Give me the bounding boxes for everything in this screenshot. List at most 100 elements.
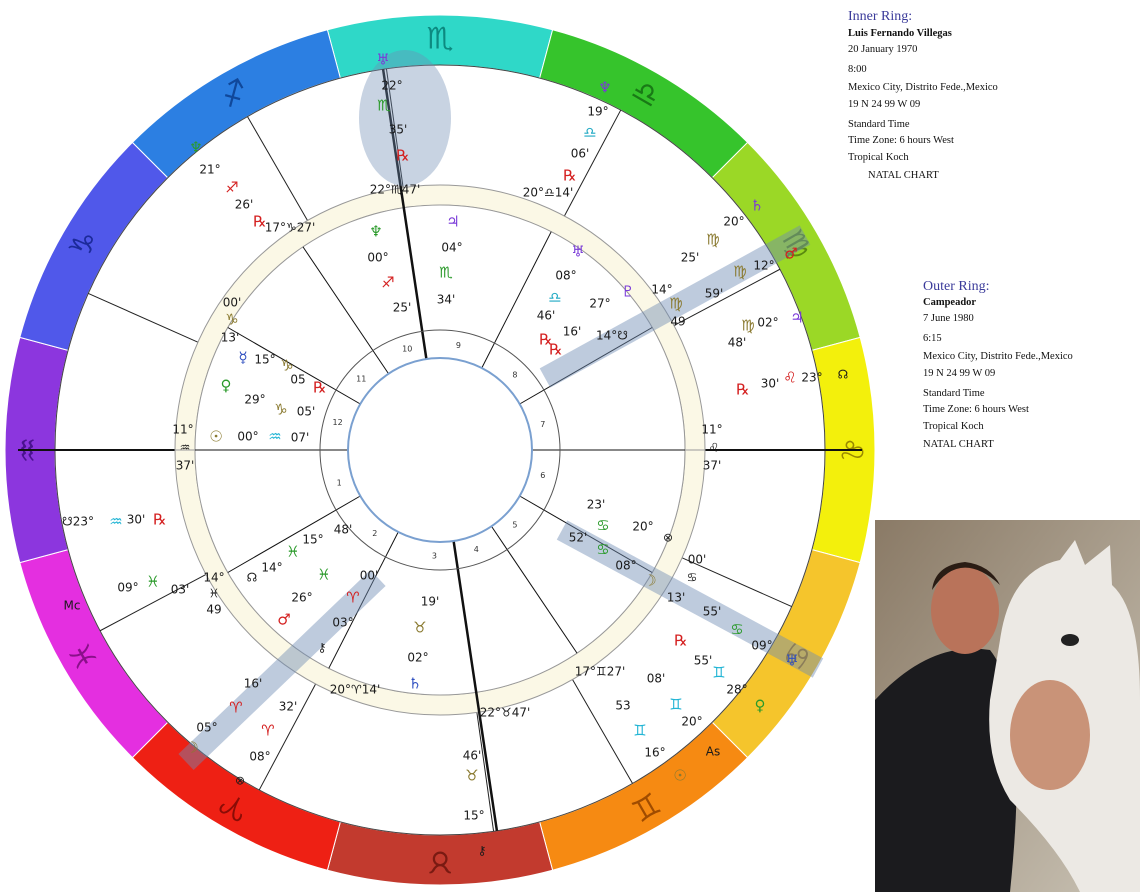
chart-label: 08°	[615, 559, 636, 573]
zodiac-sign: ♉	[427, 844, 454, 879]
info-line: 19 N 24 99 W 09	[848, 99, 920, 110]
inner-ring-info: Inner Ring: Luis Fernando Villegas 20 Ja…	[848, 9, 998, 181]
chart-label: 03°	[332, 616, 353, 630]
chart-label: 15°	[302, 533, 323, 547]
info-line: Tropical Koch	[848, 152, 909, 163]
chart-label: ☉	[673, 767, 686, 785]
chart-label: 03'	[171, 583, 190, 597]
house-number: 4	[474, 545, 479, 554]
outer-ring-info: Outer Ring: Campeador 7 June 1980 6:15 M…	[923, 279, 1073, 450]
chart-type: NATAL CHART	[923, 439, 994, 450]
chart-label: 00'	[223, 296, 242, 310]
chart-label: ♋	[687, 571, 698, 585]
chart-label: ♎	[583, 124, 596, 142]
chart-label: 26°	[291, 591, 312, 605]
chart-label: 46'	[463, 749, 482, 763]
chart-label: Mc	[64, 599, 81, 613]
house-number: 2	[372, 529, 377, 538]
chart-label: 30'	[127, 513, 146, 527]
chart-label: ♉	[465, 767, 478, 785]
chart-label: 07'	[291, 431, 310, 445]
chart-label: ♍	[669, 295, 682, 313]
zodiac-sign: ♏	[427, 22, 454, 57]
chart-label: ℞	[674, 632, 687, 650]
chart-label: 16°	[644, 746, 665, 760]
house-number: 10	[402, 345, 412, 354]
chart-label: 59'	[705, 287, 724, 301]
chart-label: ♏	[377, 97, 391, 115]
chart-label: ♀	[755, 697, 766, 715]
house-number: 1	[337, 478, 342, 487]
chart-label: 25'	[681, 251, 700, 265]
chart-label: 27°	[589, 297, 610, 311]
chart-label: 22°	[381, 79, 402, 93]
info-line: Standard Time	[848, 119, 910, 130]
chart-label: ♐	[381, 274, 394, 292]
chart-label: 00'	[688, 553, 707, 567]
chart-label: ♆	[189, 139, 202, 157]
chart-label: ♓	[209, 587, 220, 601]
chart-label: 04°	[441, 241, 462, 255]
chart-label: 23°	[801, 371, 822, 385]
chart-label: 14°☋	[596, 329, 628, 343]
chart-label: ♒	[180, 441, 191, 455]
chart-label: ℞	[153, 511, 166, 529]
chart-label: ♃	[446, 213, 459, 231]
chart-label: As	[706, 745, 720, 759]
chart-label: ♓	[286, 543, 299, 561]
heading: Inner Ring:	[848, 9, 912, 24]
chart-label: 34'	[437, 293, 456, 307]
heading: Outer Ring:	[923, 279, 990, 294]
chart-label: 37'	[703, 459, 722, 473]
house-number: 8	[512, 371, 517, 380]
chart-label: 20°	[723, 215, 744, 229]
chart-label: ♆	[369, 223, 382, 241]
chart-label: 30'	[761, 377, 780, 391]
info-line: Standard Time	[923, 388, 985, 399]
chart-label: 37'	[176, 459, 195, 473]
photo	[875, 520, 1140, 892]
chart-label: 17°♊27'	[575, 665, 626, 679]
chart-label: 05'	[297, 405, 316, 419]
chart-label: 53	[615, 699, 630, 713]
horse-eye	[1061, 634, 1079, 646]
chart-label: ♈	[346, 589, 359, 607]
chart-label: 15°	[463, 809, 484, 823]
chart-label: ♅	[376, 51, 389, 69]
chart-label: 05°	[196, 721, 217, 735]
chart-label: 49	[670, 315, 685, 329]
chart-label: ⚷	[478, 844, 487, 858]
info-line: Mexico City, Distrito Fede.,Mexico	[848, 82, 998, 93]
chart-label: ♒	[268, 428, 281, 446]
chart-label: 13'	[667, 591, 686, 605]
house-number: 3	[432, 551, 437, 560]
chart-label: 55'	[703, 605, 722, 619]
chart-label: 19'	[421, 595, 440, 609]
chart-label: 49	[206, 603, 221, 617]
chart-label: ⊗	[235, 774, 245, 788]
info-line: Time Zone: 6 hours West	[923, 404, 1029, 415]
chart-label: 09°	[751, 639, 772, 653]
chart-label: ♄	[408, 675, 421, 693]
chart-label: ♅	[571, 243, 584, 261]
chart-label: 14°	[203, 571, 224, 585]
chart-label: ℞	[736, 381, 749, 399]
info-line: 7 June 1980	[923, 313, 974, 324]
chart-label: ♊	[712, 664, 725, 682]
chart-label: ♈	[229, 699, 242, 717]
chart-label: ♀	[221, 377, 232, 395]
house-number: 9	[456, 341, 461, 350]
chart-label: ♂	[277, 611, 290, 629]
chart-label: ♓	[146, 573, 159, 591]
person-hand	[1010, 680, 1090, 790]
chart-label: ☽	[185, 739, 198, 757]
chart-label: 16'	[563, 325, 582, 339]
chart-label: 05	[290, 373, 305, 387]
chart-label: 08°	[555, 269, 576, 283]
chart-label: ♊	[633, 722, 646, 740]
chart-label: 09°	[117, 581, 138, 595]
chart-label: ♌	[709, 441, 720, 455]
chart-label: ♑	[274, 401, 287, 419]
house-number: 5	[512, 520, 517, 529]
chart-label: 11°	[172, 423, 193, 437]
